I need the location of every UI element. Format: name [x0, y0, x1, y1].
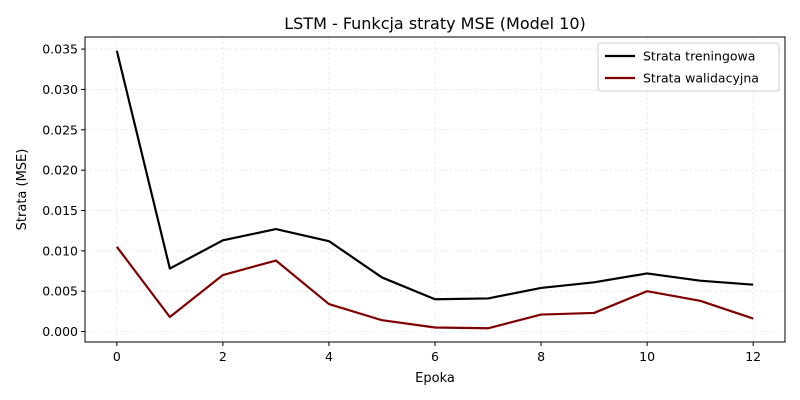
y-tick-label: 0.015: [42, 203, 78, 218]
y-tick-label: 0.025: [42, 122, 78, 137]
series-lines: [115, 50, 754, 330]
y-axis-label: Strata (MSE): [15, 149, 30, 231]
x-tick-label: 12: [745, 349, 761, 364]
y-axis: 0.000 0.005 0.010 0.015 0.020 0.025 0.030 0.035: [42, 42, 85, 339]
x-tick-label: 4: [325, 349, 333, 364]
chart-title: LSTM - Funkcja straty MSE (Model 10): [284, 14, 586, 33]
y-tick-label: 0.000: [42, 324, 78, 339]
x-tick-label: 2: [219, 349, 227, 364]
x-tick-label: 8: [537, 349, 545, 364]
x-axis: 0 2 4 6 8 10 12: [113, 342, 761, 364]
y-tick-label: 0.005: [42, 284, 78, 299]
y-tick-label: 0.020: [42, 163, 78, 178]
legend-label-training: Strata treningowa: [643, 49, 755, 64]
legend: Strata treningowa Strata walidacyjna: [597, 42, 780, 92]
x-tick-label: 6: [431, 349, 439, 364]
validation-loss-line: [115, 246, 754, 330]
legend-frame: [597, 42, 780, 92]
y-tick-label: 0.010: [42, 243, 78, 258]
y-tick-label: 0.030: [42, 82, 78, 97]
training-loss-line: [115, 50, 754, 301]
legend-label-validation: Strata walidacyjna: [643, 71, 759, 86]
x-tick-label: 10: [639, 349, 655, 364]
x-tick-label: 0: [113, 349, 121, 364]
y-tick-label: 0.035: [42, 42, 78, 57]
x-axis-label: Epoka: [415, 371, 455, 386]
